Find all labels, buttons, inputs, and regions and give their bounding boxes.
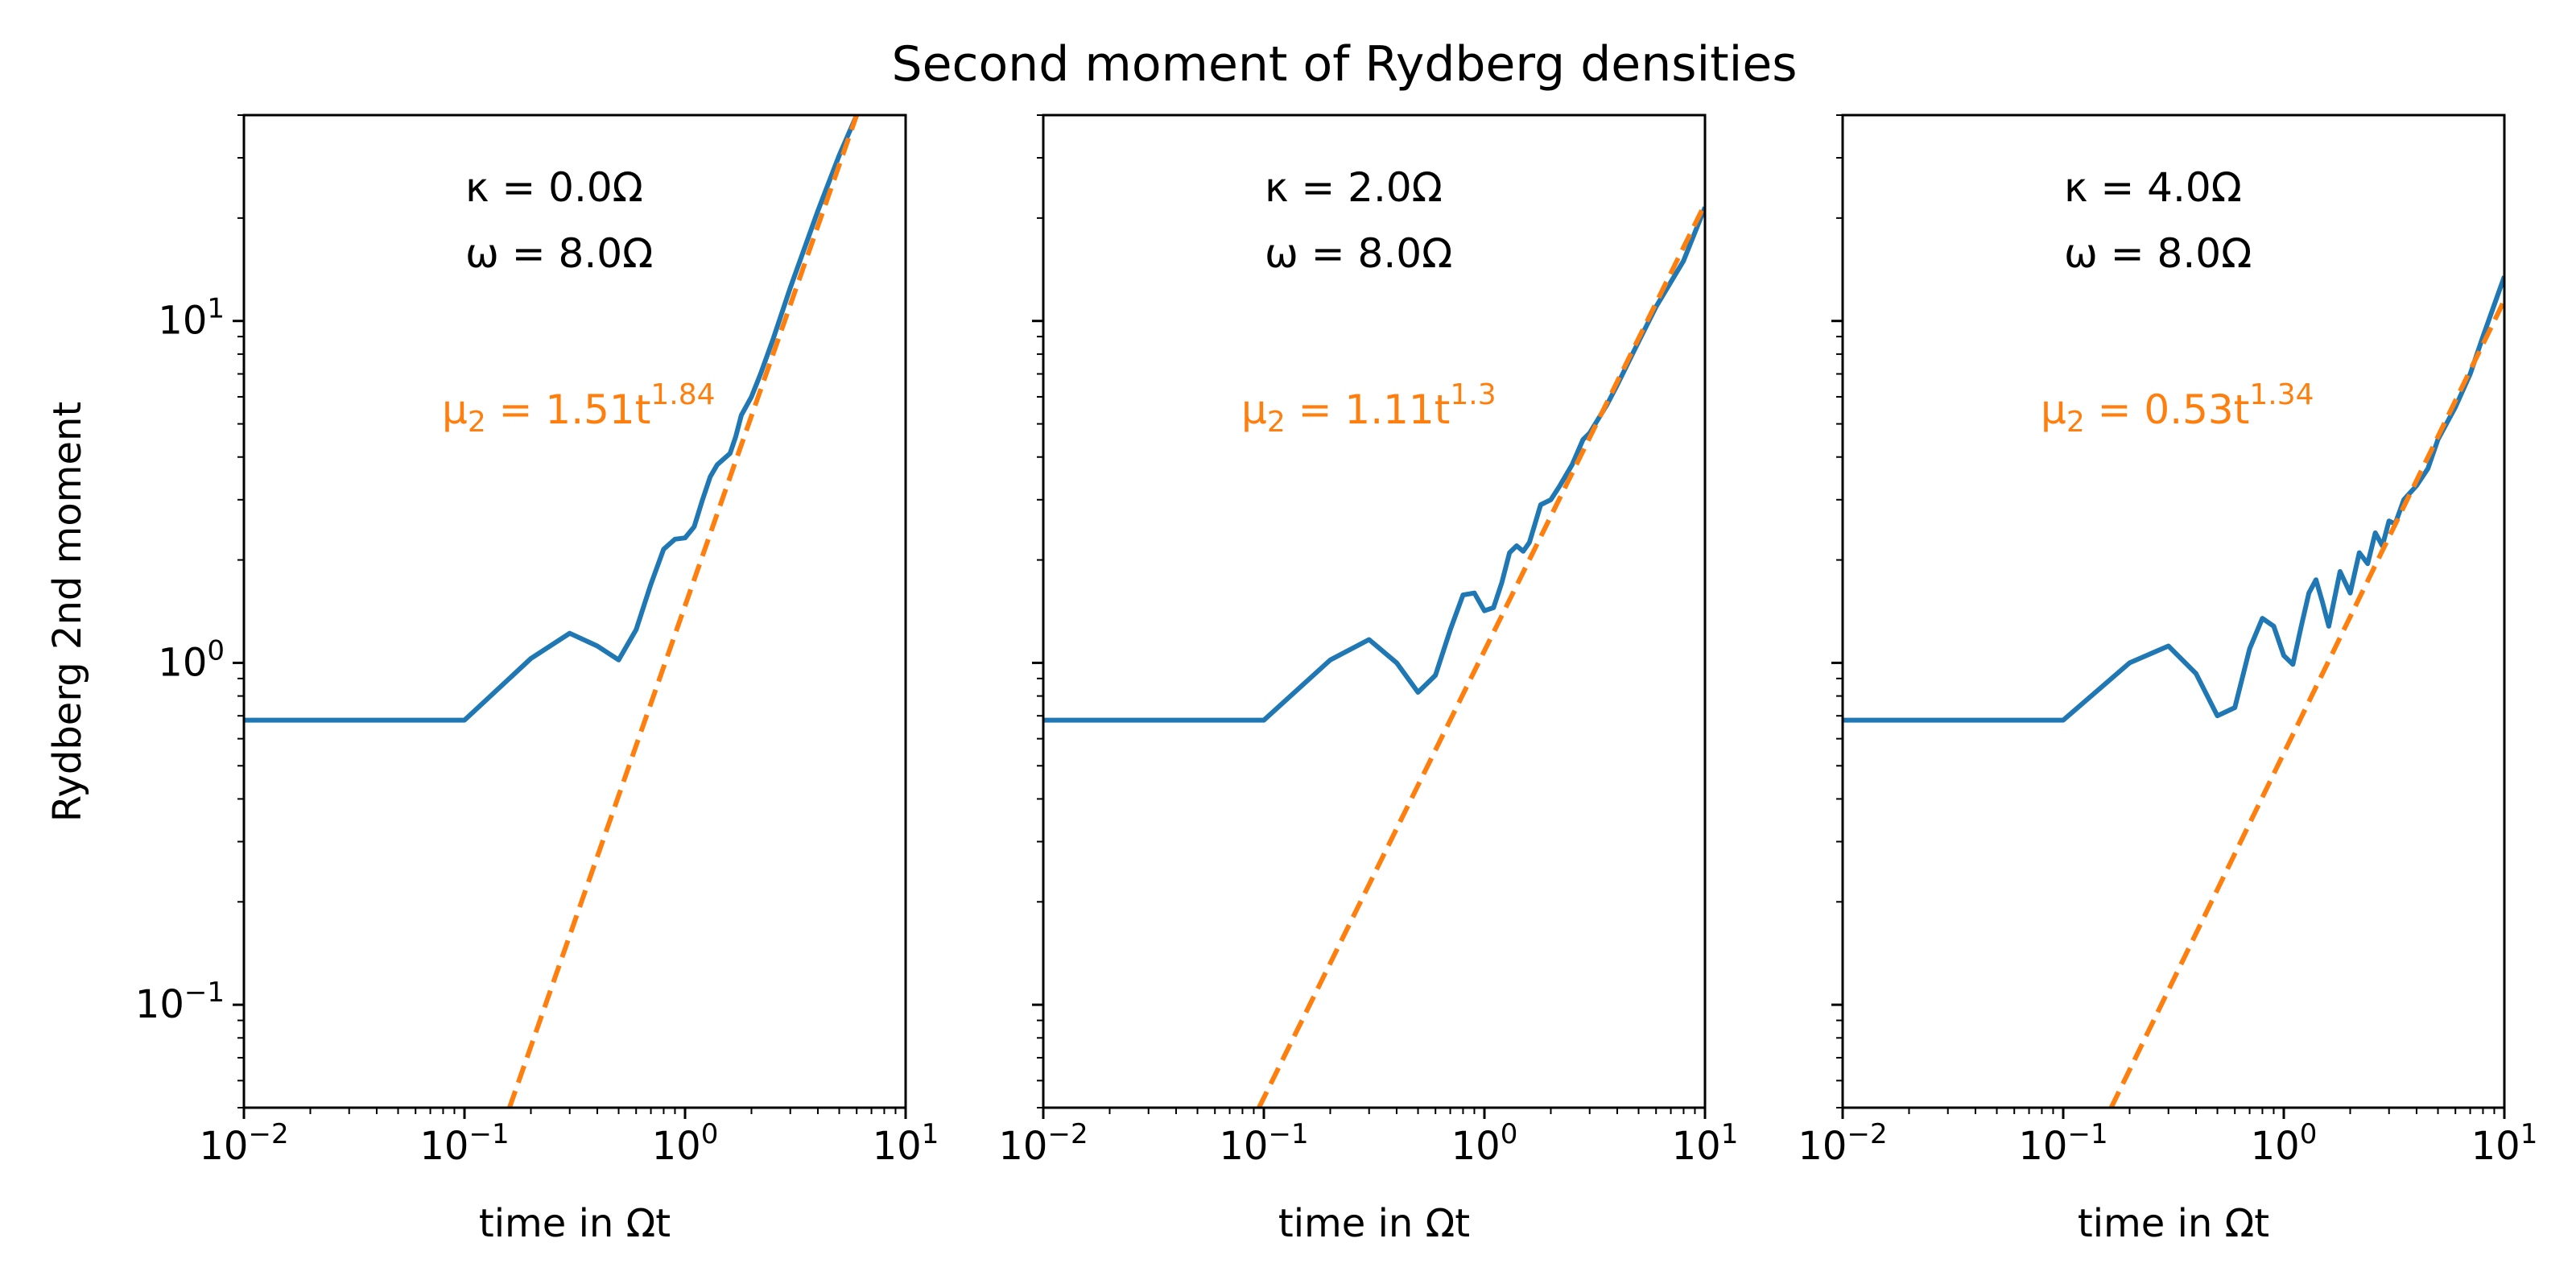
x-tick-label: 10−2 (998, 1118, 1088, 1169)
fit-series-line (1257, 202, 1705, 1108)
fit-series-line (2108, 299, 2504, 1108)
fit-annotation: μ2 = 1.51t1.84 (442, 378, 716, 439)
x-tick-label: 10−1 (419, 1118, 509, 1169)
data-series-line (1043, 206, 1705, 723)
kappa-annotation: κ = 2.0Ω (1265, 164, 1443, 211)
y-tick-label: 10−1 (135, 976, 225, 1027)
y-axis-label: Rydberg 2nd moment (45, 402, 90, 823)
axes-frame (242, 114, 907, 1109)
panels: 10−2 10−1 100 101 10−1 100 101 κ = 0.0Ω ω = 8.0Ω… (135, 114, 2538, 1246)
chart-panel-1: 10−2 10−1 100 101 10−1 100 101 κ = 0.0Ω ω = 8.0Ω… (135, 114, 939, 1246)
data-series-line (1843, 275, 2504, 723)
omega-annotation: ω = 8.0Ω (1265, 230, 1452, 277)
x-axis-label: time in Ωt (2078, 1201, 2269, 1246)
x-tick-label: 100 (1451, 1118, 1518, 1169)
x-axis-label: time in Ωt (1278, 1201, 1470, 1246)
y-tick-label: 101 (158, 293, 225, 344)
x-tick-label: 10−2 (1798, 1118, 1887, 1169)
x-tick-label: 10−2 (199, 1118, 288, 1169)
y-tick-label: 100 (158, 634, 225, 685)
axes-frame (1841, 114, 2506, 1109)
x-tick-label: 101 (2471, 1118, 2538, 1169)
x-tick-label: 10−1 (2018, 1118, 2107, 1169)
omega-annotation: ω = 8.0Ω (2064, 230, 2252, 277)
kappa-annotation: κ = 4.0Ω (2064, 164, 2242, 211)
kappa-annotation: κ = 0.0Ω (465, 164, 643, 211)
fit-annotation: μ2 = 1.11t1.3 (1241, 378, 1496, 439)
fit-series-line (507, 115, 860, 1108)
x-tick-label: 101 (1672, 1118, 1739, 1169)
x-axis-label: time in Ωt (479, 1201, 671, 1246)
x-tick-label: 10−1 (1219, 1118, 1308, 1169)
axes-frame (1042, 114, 1707, 1109)
fit-annotation: μ2 = 0.53t1.34 (2041, 378, 2314, 439)
x-tick-label: 100 (2251, 1118, 2318, 1169)
figure-title: Second moment of Rydberg densities (891, 36, 1797, 93)
data-series-line (244, 115, 859, 723)
omega-annotation: ω = 8.0Ω (465, 230, 653, 277)
chart-panel-2: 10−2 10−1 100 101 κ = 2.0Ω ω = 8.0Ω μ2 = 1.11t… (998, 114, 1739, 1246)
x-tick-label: 101 (873, 1118, 939, 1169)
chart-panel-3: 10−2 10−1 100 101 κ = 4.0Ω ω = 8.0Ω μ2 = 0.53t… (1798, 114, 2538, 1246)
x-tick-label: 100 (652, 1118, 719, 1169)
